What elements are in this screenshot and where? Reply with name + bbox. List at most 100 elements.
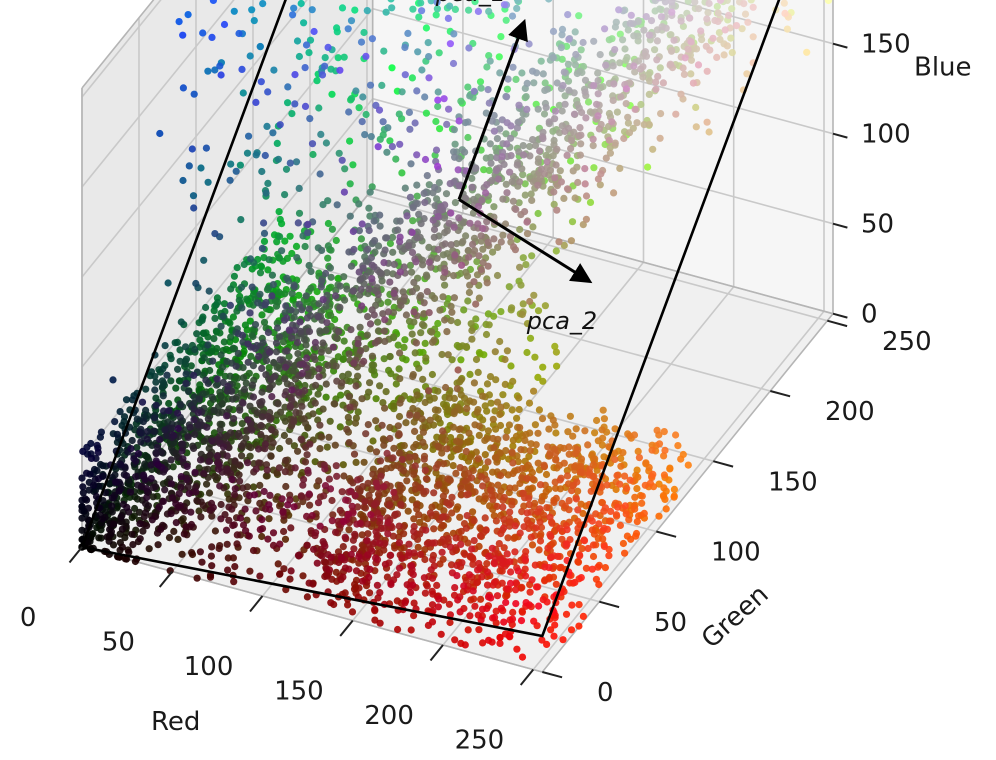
data-point [452, 445, 460, 453]
data-point [333, 28, 341, 36]
data-point [482, 189, 490, 197]
data-point [142, 485, 151, 493]
data-point [511, 484, 519, 492]
data-point [495, 53, 503, 61]
data-point [347, 262, 356, 270]
data-point [260, 229, 269, 237]
data-point [262, 189, 270, 197]
data-point [557, 563, 565, 571]
data-point [408, 330, 416, 338]
data-point [552, 348, 561, 356]
data-point [396, 375, 404, 383]
data-point [624, 26, 632, 34]
data-point [464, 118, 472, 126]
data-point [217, 71, 225, 79]
data-point [374, 296, 382, 304]
data-point [335, 149, 343, 157]
data-point [243, 295, 251, 303]
data-point [459, 238, 467, 246]
data-point [415, 364, 423, 372]
data-point [417, 220, 425, 228]
data-point [314, 313, 322, 321]
data-point [465, 484, 473, 492]
data-point [117, 513, 125, 521]
data-point [670, 493, 678, 501]
data-point [566, 412, 575, 420]
data-point [631, 68, 639, 76]
data-point [740, 0, 748, 8]
data-point [304, 466, 312, 474]
data-point [484, 86, 492, 94]
data-point [315, 104, 323, 112]
data-point [389, 532, 397, 540]
data-point [541, 79, 549, 87]
data-point [588, 526, 596, 534]
data-point [130, 512, 138, 520]
data-point [576, 552, 584, 560]
data-point [518, 464, 526, 473]
data-point [328, 496, 336, 505]
data-point [175, 18, 183, 26]
grid-line [309, 265, 771, 392]
data-point [264, 328, 272, 337]
data-point [552, 484, 560, 492]
data-point [79, 447, 87, 455]
data-point [621, 45, 629, 53]
data-point [407, 268, 416, 276]
data-point [381, 246, 389, 254]
data-point [181, 357, 189, 365]
data-point [468, 183, 476, 191]
data-point [303, 593, 311, 601]
data-point [541, 302, 550, 310]
data-point [262, 472, 270, 480]
data-point [295, 291, 303, 299]
data-point [229, 395, 237, 403]
data-point [270, 373, 278, 381]
data-point [613, 108, 622, 116]
data-point [584, 98, 593, 106]
data-point [652, 78, 660, 86]
data-point [185, 388, 193, 396]
data-point [364, 421, 372, 429]
data-point [79, 483, 87, 491]
data-point [505, 283, 513, 291]
data-point [238, 420, 246, 428]
data-point [293, 338, 302, 347]
data-point [303, 354, 311, 362]
data-point [235, 432, 243, 441]
data-point [193, 574, 201, 582]
data-point [97, 534, 105, 542]
data-point [217, 392, 225, 400]
data-point [137, 438, 145, 446]
data-point [584, 441, 592, 449]
data-point [503, 427, 511, 435]
data-point [298, 369, 306, 378]
data-point [258, 364, 266, 372]
data-point [721, 26, 729, 34]
data-point [316, 445, 324, 453]
data-point [549, 127, 557, 135]
data-point [438, 522, 446, 530]
data-point [541, 577, 549, 585]
data-point [139, 527, 147, 535]
data-point [336, 66, 344, 74]
data-point [397, 301, 405, 310]
data-point [122, 396, 131, 404]
data-point [615, 6, 623, 14]
data-point [611, 455, 619, 464]
data-point [508, 178, 516, 186]
data-point [574, 506, 582, 514]
data-point [344, 370, 352, 378]
data-point [322, 393, 330, 401]
data-point [422, 475, 430, 483]
data-point [510, 534, 518, 542]
data-point [495, 540, 503, 548]
data-point [230, 490, 239, 499]
data-point [371, 339, 379, 347]
data-point [654, 72, 662, 80]
data-point [136, 535, 144, 543]
data-point [485, 7, 493, 15]
data-point [535, 546, 543, 554]
data-point [133, 415, 141, 423]
data-point [324, 254, 332, 262]
